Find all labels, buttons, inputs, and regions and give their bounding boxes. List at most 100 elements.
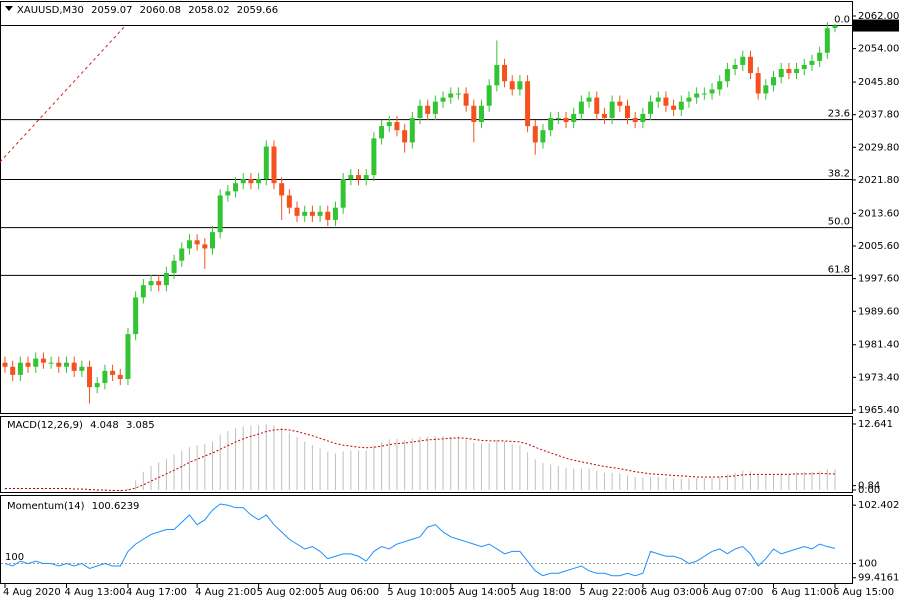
macd-bar — [726, 474, 728, 491]
macd-bar — [81, 489, 83, 491]
macd-bar — [419, 436, 421, 491]
candle-body — [271, 146, 277, 184]
macd-bar — [250, 425, 252, 491]
candle-body — [763, 85, 769, 94]
x-tick-label: 4 Aug 13:00 — [64, 587, 125, 598]
macd-bar — [542, 462, 544, 491]
macd-name: MACD(12,26,9) — [7, 420, 83, 431]
candle-body — [686, 97, 692, 102]
candle-body — [694, 93, 700, 98]
candle-body — [356, 175, 362, 180]
macd-bar — [319, 448, 321, 491]
candle-body — [740, 56, 746, 65]
macd-bar — [89, 490, 91, 492]
candle-body — [817, 52, 823, 61]
macd-bar — [611, 472, 613, 491]
candle-body — [625, 105, 630, 118]
candle-body — [279, 183, 285, 196]
candle-body — [10, 366, 16, 375]
candle-body — [448, 93, 454, 98]
y-tick-label: 2054.00 — [858, 44, 899, 55]
price-panel-frame — [0, 1, 853, 414]
momentum-panel-frame — [0, 495, 853, 584]
macd-bar — [588, 468, 590, 491]
fib-label: 61.8 — [828, 264, 850, 275]
candle-body — [79, 366, 85, 371]
candle-body — [517, 81, 523, 90]
macd-bar — [12, 488, 14, 491]
candle-body — [394, 122, 400, 131]
macd-bar — [196, 445, 198, 491]
macd-bar — [788, 473, 790, 491]
macd-bar — [173, 454, 175, 491]
candle-body — [671, 105, 677, 110]
macd-bar — [104, 490, 106, 492]
last-close: 2059.66 — [237, 5, 278, 16]
macd-bar — [404, 439, 406, 491]
macd-bar — [488, 443, 490, 491]
candle-body — [110, 370, 116, 375]
menu-arrow[interactable] — [5, 6, 13, 11]
candle-body — [33, 358, 39, 367]
macd-bar — [142, 471, 144, 491]
macd-bar — [450, 436, 452, 491]
macd-bar — [396, 438, 398, 491]
candle-body — [148, 281, 154, 286]
momentum-line — [4, 503, 836, 577]
candle-body — [801, 64, 807, 70]
macd-bar — [511, 444, 513, 491]
y-tick-label: 2013.60 — [858, 208, 899, 219]
macd-bar — [619, 473, 621, 491]
macd-bar — [826, 469, 828, 491]
y-tick-label: 1981.40 — [858, 340, 899, 351]
macd-bar — [834, 468, 836, 491]
x-tick-label: 4 Aug 21:00 — [195, 587, 256, 598]
candle-body — [140, 285, 146, 298]
last-low: 2058.02 — [188, 5, 229, 16]
macd-bar — [819, 471, 821, 491]
y-tick-label: 2021.80 — [858, 175, 899, 186]
last-high: 2060.08 — [140, 5, 181, 16]
x-tick-label: 6 Aug 11:00 — [772, 587, 833, 598]
macd-bar — [181, 450, 183, 491]
candle-body — [425, 105, 431, 114]
x-tick-label: 6 Aug 03:00 — [641, 587, 702, 598]
macd-bar — [73, 489, 75, 491]
candle-body — [755, 73, 761, 94]
x-tick-label: 5 Aug 14:00 — [449, 587, 510, 598]
candle-body — [156, 281, 162, 286]
macd-bar — [480, 444, 482, 491]
macd-bar — [158, 462, 160, 491]
macd-bar — [411, 438, 413, 491]
momentum-header: Momentum(14) 100.6239 — [7, 501, 139, 512]
macd-bar — [803, 472, 805, 491]
candle-body — [133, 297, 139, 335]
macd-bar — [765, 474, 767, 491]
y-tick-label: 2005.60 — [858, 241, 899, 252]
candle-body — [717, 81, 723, 90]
macd-bar — [473, 443, 475, 491]
macd-bar — [742, 470, 744, 491]
macd-bar — [311, 445, 313, 491]
x-tick-label: 6 Aug 15:00 — [833, 587, 894, 598]
macd-bar — [50, 488, 52, 491]
macd-bar — [749, 471, 751, 491]
macd-bar — [457, 436, 459, 491]
y-tick-label: 99.4161 — [858, 573, 899, 584]
candle-body — [348, 175, 354, 180]
x-tick-label: 5 Aug 18:00 — [510, 587, 571, 598]
candle-body — [609, 101, 615, 118]
y-tick-label: 2029.80 — [858, 142, 899, 153]
candle-body — [286, 195, 292, 208]
macd-bar — [19, 488, 21, 491]
macd-bar — [527, 452, 529, 491]
x-tick-label: 6 Aug 07:00 — [702, 587, 763, 598]
symbol: XAUUSD,M30 — [17, 5, 84, 16]
candle-body — [555, 117, 561, 119]
candle-body — [648, 101, 654, 114]
trend-line — [0, 24, 127, 163]
x-tick-label: 5 Aug 10:00 — [387, 587, 448, 598]
candle-body — [294, 207, 300, 216]
macd-bar — [304, 441, 306, 491]
candle-body — [56, 362, 62, 367]
